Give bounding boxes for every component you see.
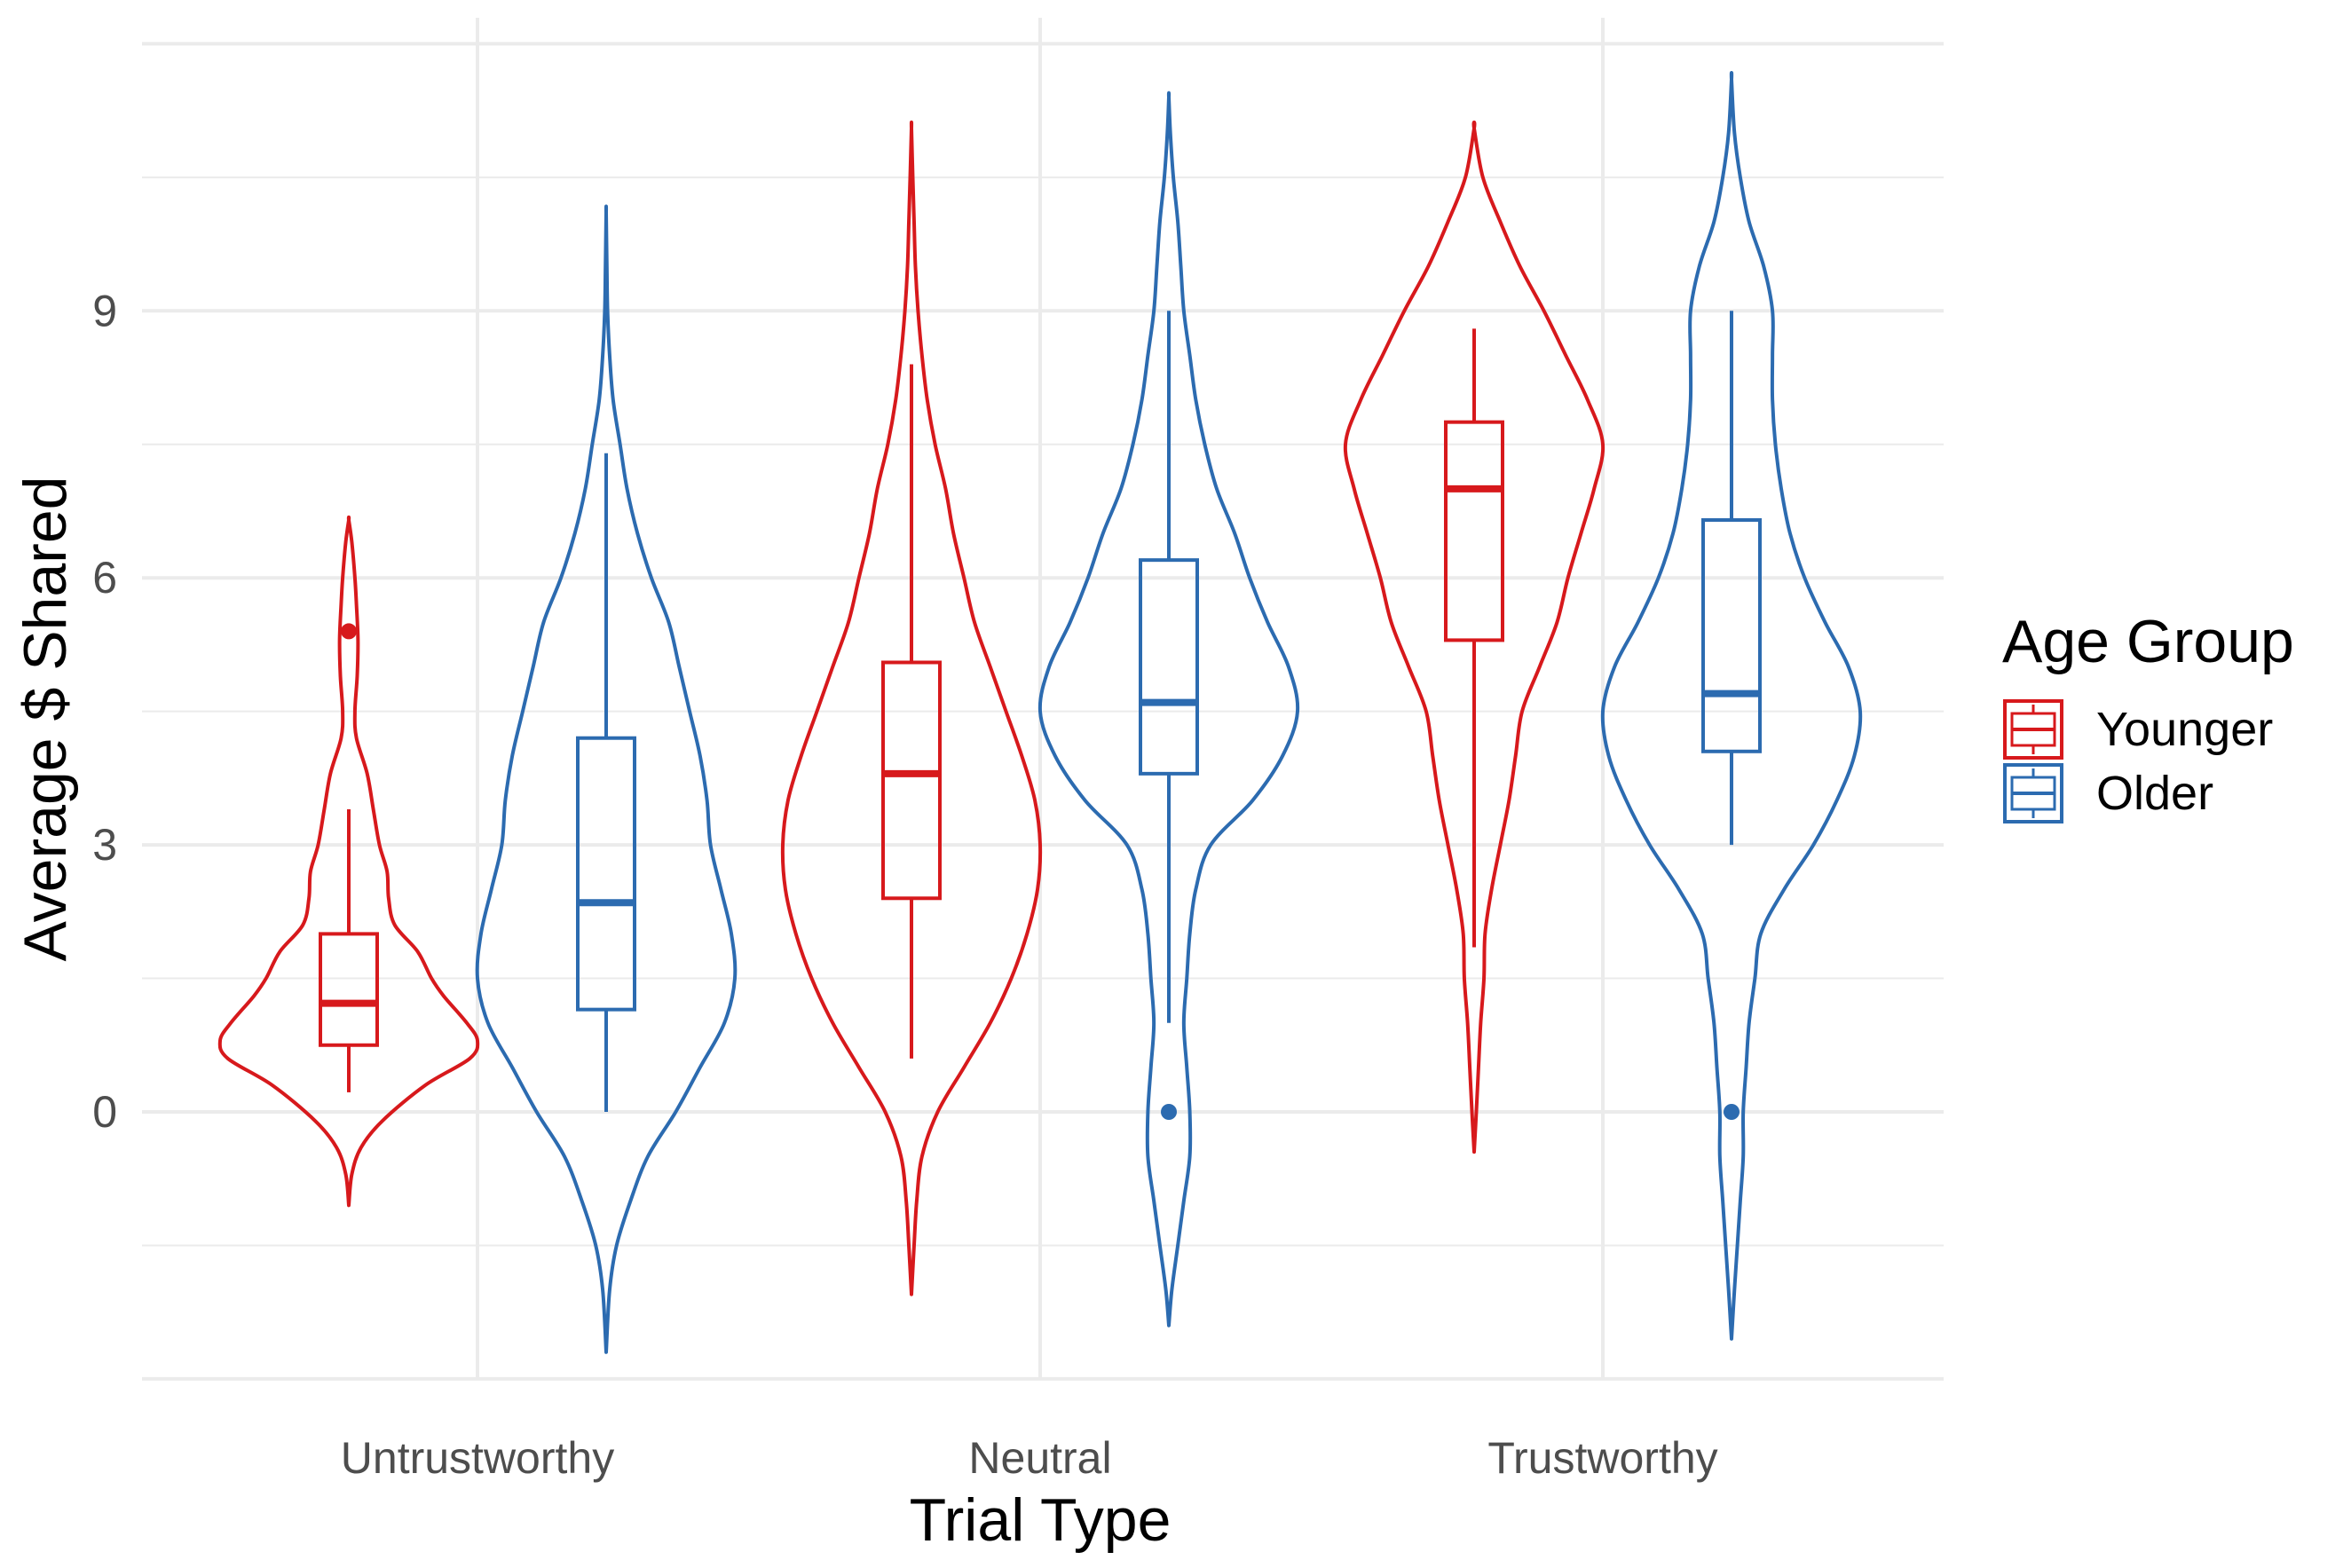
violin-younger-trustworthy: [1343, 120, 1605, 1154]
y-tick-label: 3: [92, 820, 117, 870]
y-tick-label: 9: [92, 286, 117, 335]
box: [576, 736, 636, 1012]
legend-label: Older: [2096, 767, 2213, 820]
outlier-point: [1724, 1104, 1740, 1120]
violins: [217, 70, 1863, 1354]
box: [1701, 518, 1762, 753]
x-tick-label: Untrustworthy: [341, 1433, 614, 1483]
violin-younger-untrustworthy: [217, 515, 480, 1208]
y-tick-label: 0: [92, 1087, 117, 1137]
outlier-point: [341, 623, 357, 640]
legend-title: Age Group: [2002, 608, 2294, 675]
box: [319, 932, 379, 1047]
violin-older-untrustworthy: [475, 204, 738, 1354]
y-tick-label: 6: [92, 553, 117, 603]
violin-older-neutral: [1037, 91, 1300, 1328]
legend-entry-younger: Younger: [2003, 699, 2273, 760]
legend: Age Group Younger Older: [2002, 608, 2294, 823]
legend-entries: Younger Older: [2003, 699, 2273, 823]
tick-labels: 0 3 6 9 Untrustworthy Neutral Trustworthy: [92, 286, 1717, 1483]
legend-entry-older: Older: [2003, 763, 2213, 823]
x-tick-label: Neutral: [968, 1433, 1111, 1483]
outlier-point: [1161, 1104, 1177, 1120]
grid: [142, 18, 1944, 1381]
violin-older-trustworthy: [1600, 70, 1863, 1341]
box: [1139, 558, 1199, 776]
y-axis-title: Average $ Shared: [12, 477, 79, 962]
x-axis-title: Trial Type: [910, 1486, 1172, 1554]
violin-younger-neutral: [780, 120, 1043, 1296]
boxplots: [319, 311, 1762, 1120]
box: [881, 660, 942, 901]
x-tick-label: Trustworthy: [1487, 1433, 1717, 1483]
box: [1444, 420, 1504, 642]
legend-label: Younger: [2096, 703, 2273, 756]
